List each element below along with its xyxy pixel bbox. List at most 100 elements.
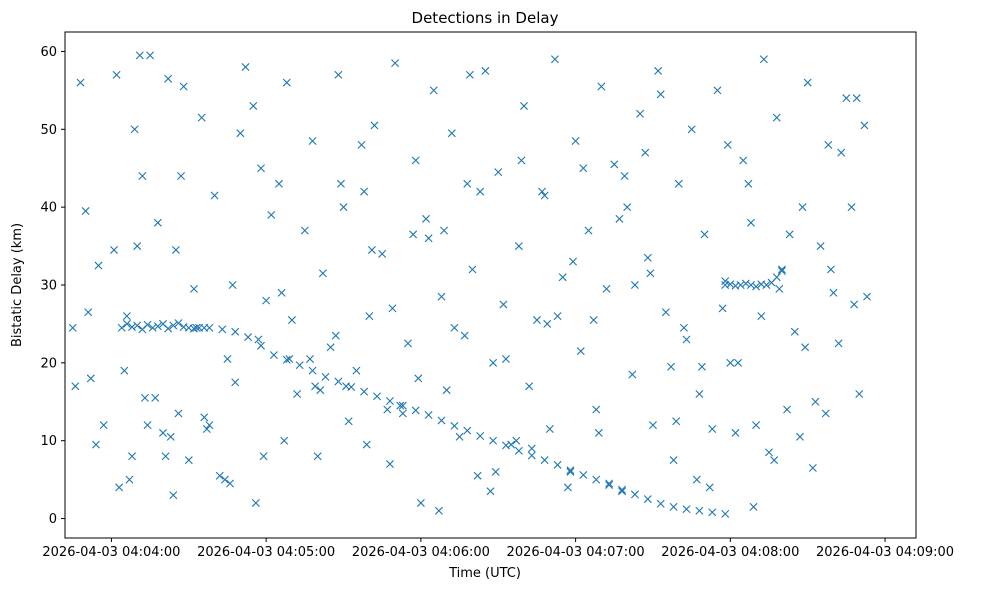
detection-point [618, 487, 627, 496]
x-axis-label: Time (UTC) [448, 566, 521, 581]
detection-point [318, 269, 327, 278]
detection-point [256, 341, 265, 350]
detection-point [679, 323, 688, 332]
detection-point [623, 203, 632, 212]
detection-point [855, 389, 864, 398]
detection-point [752, 282, 761, 291]
y-tick-label: 40 [40, 201, 57, 216]
detection-point [808, 463, 817, 472]
detection-point [174, 409, 183, 418]
detection-point [772, 273, 781, 282]
detection-point [262, 296, 271, 305]
detection-point [463, 179, 472, 188]
detection-point [442, 386, 451, 395]
detection-point [527, 444, 536, 453]
detection-point [842, 94, 851, 103]
detection-point [695, 389, 704, 398]
y-tick-label: 10 [40, 434, 57, 449]
detection-point [91, 440, 100, 449]
detection-point [169, 491, 178, 500]
detection-point [241, 63, 250, 72]
detection-point [672, 417, 681, 426]
detection-point [589, 316, 598, 325]
detection-point [620, 172, 629, 181]
detection-point [378, 249, 387, 258]
detection-point [489, 436, 498, 445]
detection-point [110, 245, 118, 254]
detection-point [656, 499, 665, 508]
detection-point [656, 90, 665, 99]
detection-point [824, 140, 833, 149]
detection-point [218, 325, 227, 334]
detection-point [790, 327, 799, 336]
detection-point [501, 354, 510, 363]
detection-point [687, 125, 696, 134]
detection-point [697, 362, 706, 371]
detection-point [757, 312, 766, 321]
detection-point [525, 382, 534, 391]
detection-point [295, 361, 304, 370]
detection-point [512, 436, 521, 445]
detection-point [391, 59, 400, 68]
detection-point [153, 218, 162, 227]
detection-point [669, 456, 678, 465]
detection-point [759, 55, 768, 64]
detection-point [125, 475, 134, 484]
detection-point [566, 467, 575, 476]
detection-point [826, 265, 835, 274]
detection-point [164, 74, 173, 83]
detection-point [468, 265, 477, 274]
detection-point [159, 428, 167, 437]
detection-point [135, 51, 144, 60]
detection-point [422, 214, 431, 223]
detection-point [705, 483, 714, 492]
detection-point [752, 421, 761, 430]
detection-point [713, 86, 722, 95]
detection-point [643, 253, 652, 262]
detection-point [161, 452, 170, 461]
detection-point [594, 428, 603, 437]
detection-point [765, 448, 773, 457]
detection-point [200, 323, 209, 332]
detection-point [388, 304, 397, 313]
detection-point [357, 140, 366, 149]
detection-point [409, 230, 418, 239]
detection-point [803, 78, 812, 87]
detection-point [143, 421, 152, 430]
detection-point [184, 456, 193, 465]
detection-point [215, 471, 224, 480]
detection-point [133, 242, 142, 251]
x-tick-label: 2026-04-03 04:07:00 [507, 545, 645, 560]
detection-point [267, 210, 276, 219]
detection-point [220, 475, 229, 484]
detection-point [682, 505, 691, 514]
detection-point [447, 129, 456, 138]
detection-point [316, 386, 325, 395]
detection-point [200, 413, 209, 422]
detection-point [783, 405, 792, 414]
detection-point [71, 382, 80, 391]
y-axis-label: Bistatic Delay (km) [10, 223, 25, 347]
detection-point [373, 392, 382, 401]
detection-point [236, 129, 245, 138]
detection-point [494, 168, 503, 177]
detection-point [360, 187, 369, 196]
detection-point [205, 421, 214, 430]
detection-point [736, 281, 745, 289]
detection-point [308, 136, 317, 145]
detection-point [811, 397, 820, 406]
detection-point [579, 164, 588, 173]
detection-point [424, 411, 433, 419]
y-tick-label: 60 [40, 45, 57, 60]
detection-point [140, 393, 149, 402]
detection-point [411, 156, 420, 165]
detection-point [251, 498, 260, 507]
detection-point [367, 245, 376, 254]
detection-point [602, 284, 611, 293]
detection-point [772, 113, 781, 122]
detection-point [385, 460, 394, 469]
detection-point [499, 300, 508, 309]
detection-point [795, 432, 804, 441]
